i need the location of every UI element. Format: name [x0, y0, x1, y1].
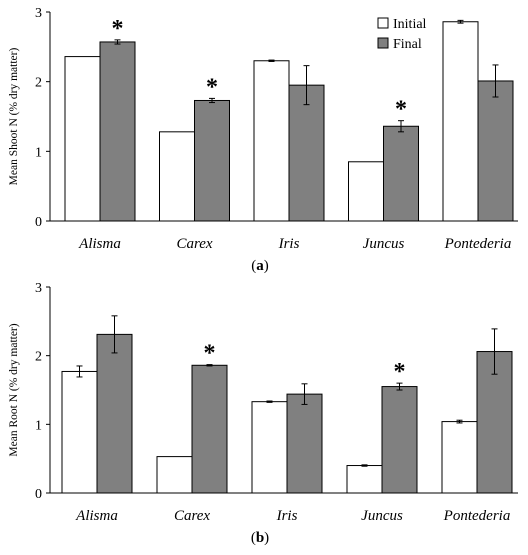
bar-initial-pontederia [442, 21, 479, 222]
bar-final-pontederia [477, 80, 514, 222]
bar-initial-carex [159, 131, 195, 222]
bar-initial-juncus [348, 161, 384, 222]
y-tick-label: 0 [35, 487, 42, 502]
category-label: Carex [174, 508, 210, 524]
category-label: Juncus [361, 508, 403, 524]
bar-final-iris [286, 393, 323, 494]
legend-swatch-initial [377, 17, 389, 29]
y-tick-label: 2 [35, 76, 42, 91]
y-tick-label: 2 [35, 350, 42, 365]
y-axis-label: Mean Shoot N (% dry matter) [8, 48, 20, 186]
y-tick-label: 3 [35, 6, 42, 21]
bar-initial-alisma [64, 56, 101, 222]
bar-initial-iris [251, 401, 288, 494]
y-tick-label: 1 [35, 145, 42, 160]
y-tick-label: 1 [35, 418, 42, 433]
bar-final-alisma [96, 333, 133, 494]
category-label: Alisma [75, 508, 118, 524]
significance-marker: * [206, 74, 218, 100]
bar-final-carex [194, 99, 230, 222]
bar-final-juncus [383, 125, 419, 222]
bar-final-carex [191, 364, 228, 494]
bar-initial-alisma [61, 370, 98, 494]
significance-marker: * [395, 97, 407, 123]
bar-final-iris [288, 84, 325, 222]
category-label: Juncus [363, 236, 405, 252]
category-label: Iris [276, 508, 298, 524]
bar-initial-iris [253, 60, 290, 222]
legend-label-initial: Initial [393, 17, 427, 32]
bar-final-juncus [381, 386, 418, 494]
category-label: Carex [176, 236, 212, 252]
chart-panel-1: 0 1 2 3 Mean Shoot N (% dry matter) * Alisma * C… [8, 6, 518, 274]
legend-label-final: Final [393, 37, 422, 52]
legend: Initial Final [377, 17, 427, 52]
significance-marker: * [204, 341, 216, 367]
legend-swatch-final [377, 37, 389, 49]
y-tick-label: 3 [35, 281, 42, 296]
category-label: Alisma [78, 236, 121, 252]
category-label: Iris [278, 236, 300, 252]
bar-initial-carex [156, 456, 193, 494]
y-tick-label: 0 [35, 215, 42, 230]
bar-initial-juncus [346, 465, 383, 494]
category-label: Pontederia [443, 508, 511, 524]
chart-panel-2: 0 1 2 3 Mean Root N (% dry matter) Alisma * Car… [8, 281, 518, 546]
panel-label: (b) [251, 530, 269, 546]
significance-marker: * [394, 359, 406, 385]
bar-initial-pontederia [441, 421, 478, 494]
category-label: Pontederia [444, 236, 512, 252]
bar-final-alisma [99, 41, 136, 222]
y-axis-label: Mean Root N (% dry matter) [8, 323, 20, 456]
significance-marker: * [112, 16, 124, 42]
panel-label: (a) [251, 258, 269, 274]
